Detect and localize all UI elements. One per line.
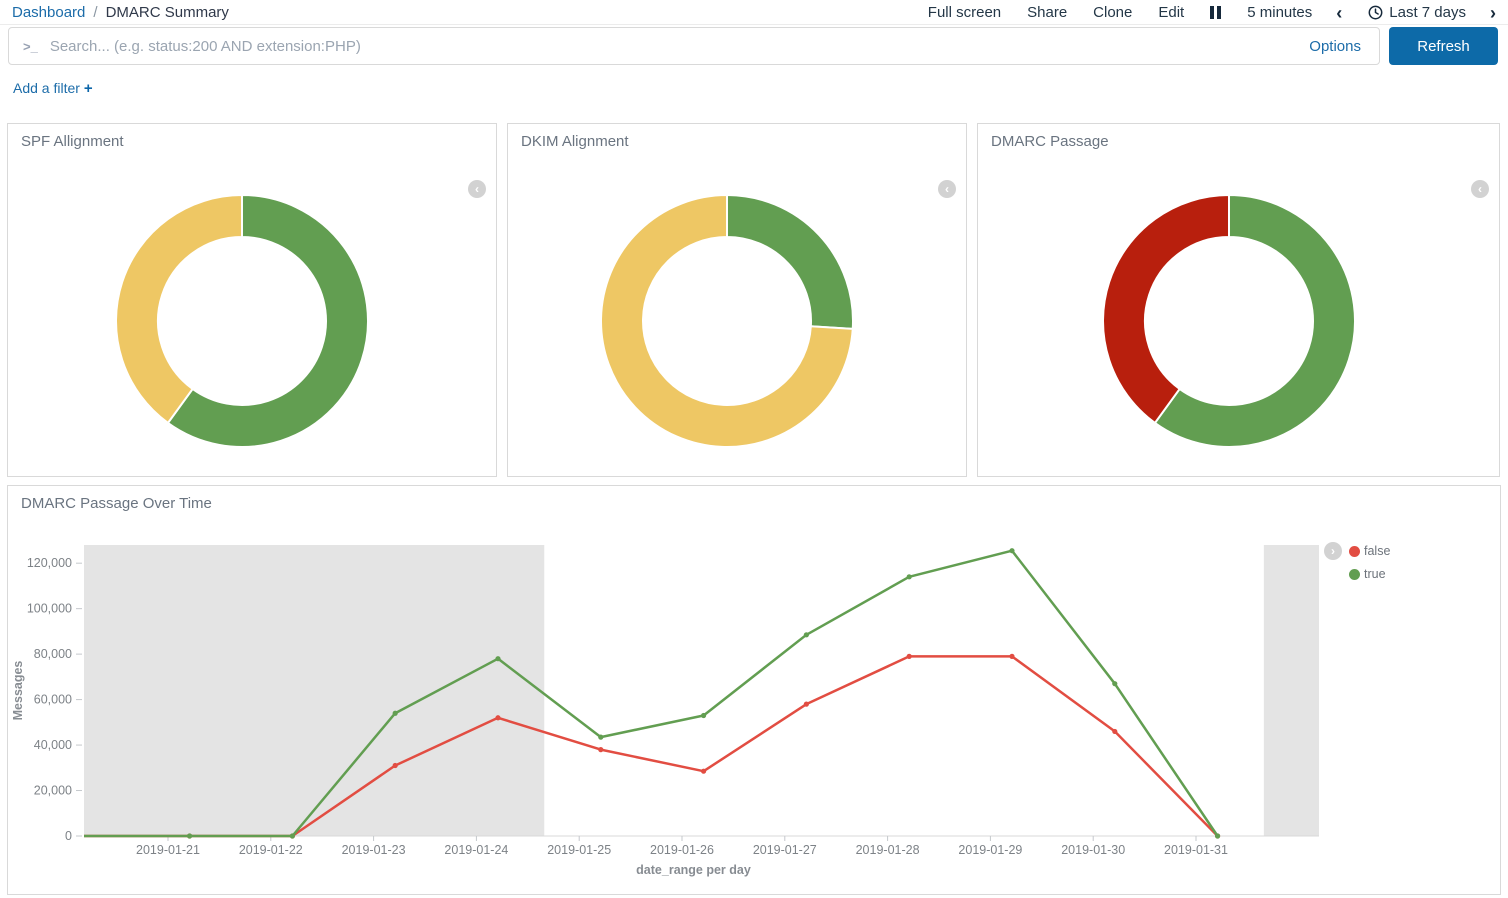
dashboard-grid: SPF Allignment ‹ DKIM Alignment ‹ DMARC … bbox=[0, 115, 1508, 477]
time-range-button[interactable]: Last 7 days bbox=[1368, 4, 1466, 21]
chevron-left-icon[interactable]: ‹ bbox=[1336, 2, 1343, 23]
breadcrumb-separator: / bbox=[93, 4, 98, 21]
svg-text:2019-01-30: 2019-01-30 bbox=[1061, 843, 1125, 857]
svg-text:120,000: 120,000 bbox=[27, 556, 72, 570]
panel-title: SPF Allignment bbox=[21, 133, 124, 150]
search-box: >_ Options bbox=[8, 27, 1380, 65]
svg-text:2019-01-26: 2019-01-26 bbox=[650, 843, 714, 857]
chevron-left-icon: ‹ bbox=[475, 182, 479, 196]
panel-spf-allignment: SPF Allignment ‹ bbox=[7, 123, 497, 477]
svg-text:80,000: 80,000 bbox=[34, 647, 72, 661]
collapse-panel-button[interactable]: ‹ bbox=[468, 180, 486, 198]
svg-text:60,000: 60,000 bbox=[34, 693, 72, 707]
svg-text:2019-01-31: 2019-01-31 bbox=[1164, 843, 1228, 857]
svg-text:2019-01-25: 2019-01-25 bbox=[547, 843, 611, 857]
chevron-right-icon: › bbox=[1331, 544, 1335, 558]
chevron-left-icon: ‹ bbox=[945, 182, 949, 196]
legend-dot-false bbox=[1349, 545, 1360, 557]
time-range-label: Last 7 days bbox=[1389, 4, 1466, 21]
plus-icon: + bbox=[83, 80, 93, 97]
svg-text:100,000: 100,000 bbox=[27, 602, 72, 616]
legend-label-false: false bbox=[1364, 544, 1391, 558]
legend-label-true: true bbox=[1364, 567, 1386, 581]
svg-text:Messages: Messages bbox=[11, 661, 25, 721]
panel-title: DMARC Passage Over Time bbox=[21, 495, 212, 512]
share-button[interactable]: Share bbox=[1027, 4, 1068, 21]
options-button[interactable]: Options bbox=[1309, 37, 1361, 55]
dmarc-passage-donut-chart[interactable] bbox=[978, 124, 1499, 476]
legend-toggle-button[interactable]: › bbox=[1324, 542, 1342, 560]
svg-text:2019-01-23: 2019-01-23 bbox=[342, 843, 406, 857]
panel-dmarc-passage-over-time: DMARC Passage Over Time 0 20,000 40,000 60,… bbox=[7, 485, 1501, 895]
breadcrumb: Dashboard / DMARC Summary bbox=[12, 4, 229, 21]
legend-item-false[interactable]: false bbox=[1349, 544, 1390, 558]
svg-text:0: 0 bbox=[65, 829, 72, 843]
refresh-button[interactable]: Refresh bbox=[1389, 27, 1498, 65]
add-filter-label: Add a filter bbox=[13, 80, 80, 96]
dmarc-passage-over-time-chart[interactable]: 0 20,000 40,000 60,000 80,000 100,000 120,000 2… bbox=[8, 486, 1498, 894]
panel-dmarc-passage: DMARC Passage ‹ bbox=[977, 123, 1500, 477]
panel-dkim-alignment: DKIM Alignment ‹ bbox=[507, 123, 967, 477]
svg-text:2019-01-29: 2019-01-29 bbox=[958, 843, 1022, 857]
chart-legend: › false true bbox=[1324, 542, 1390, 581]
page-title: DMARC Summary bbox=[105, 4, 229, 21]
legend-items: false true bbox=[1349, 542, 1390, 581]
full-screen-button[interactable]: Full screen bbox=[927, 4, 1002, 21]
svg-text:2019-01-22: 2019-01-22 bbox=[239, 843, 303, 857]
svg-text:2019-01-21: 2019-01-21 bbox=[136, 843, 200, 857]
svg-text:20,000: 20,000 bbox=[34, 784, 72, 798]
svg-text:date_range per day: date_range per day bbox=[636, 863, 751, 877]
search-input[interactable] bbox=[47, 36, 1292, 56]
chevron-left-icon: ‹ bbox=[1478, 182, 1482, 196]
breadcrumb-dashboard-link[interactable]: Dashboard bbox=[12, 4, 86, 21]
svg-text:40,000: 40,000 bbox=[34, 738, 72, 752]
terminal-prompt-icon: >_ bbox=[23, 38, 38, 54]
panel-title: DKIM Alignment bbox=[521, 133, 629, 150]
filter-bar: Add a filter + bbox=[0, 71, 1508, 115]
legend-item-true[interactable]: true bbox=[1349, 567, 1390, 581]
chevron-right-icon[interactable]: › bbox=[1490, 2, 1496, 23]
collapse-panel-button[interactable]: ‹ bbox=[1471, 180, 1489, 198]
edit-button[interactable]: Edit bbox=[1158, 4, 1185, 21]
clock-icon bbox=[1368, 5, 1383, 20]
refresh-interval-button[interactable]: 5 minutes bbox=[1247, 4, 1313, 21]
collapse-panel-button[interactable]: ‹ bbox=[938, 180, 956, 198]
add-filter-button[interactable]: Add a filter + bbox=[13, 80, 93, 97]
svg-text:2019-01-28: 2019-01-28 bbox=[856, 843, 920, 857]
clone-button[interactable]: Clone bbox=[1093, 4, 1133, 21]
top-nav: Dashboard / DMARC Summary Full screen Sh… bbox=[0, 0, 1508, 25]
nav-actions: Full screen Share Clone Edit 5 minutes ‹… bbox=[902, 2, 1496, 23]
pause-icon[interactable] bbox=[1210, 6, 1222, 19]
panel-title: DMARC Passage bbox=[991, 133, 1109, 150]
spf-allignment-donut-chart[interactable] bbox=[8, 124, 496, 476]
svg-text:2019-01-27: 2019-01-27 bbox=[753, 843, 817, 857]
svg-text:2019-01-24: 2019-01-24 bbox=[444, 843, 508, 857]
legend-dot-true bbox=[1349, 568, 1360, 580]
dkim-alignment-donut-chart[interactable] bbox=[508, 124, 966, 476]
query-bar: >_ Options Refresh bbox=[0, 25, 1508, 71]
